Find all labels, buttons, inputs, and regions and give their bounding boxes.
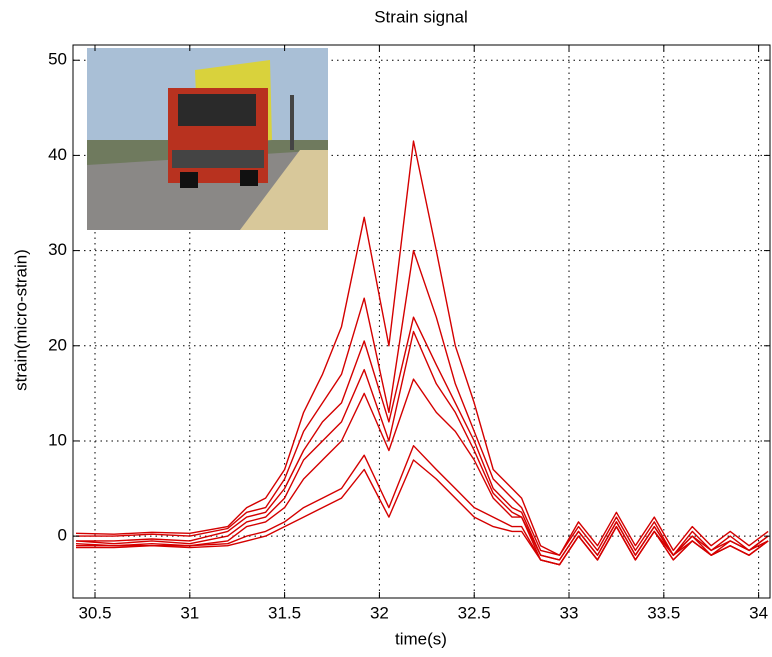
x-tick-label: 32 [370, 603, 389, 622]
photo-wheel [180, 172, 198, 188]
y-tick-label: 40 [48, 145, 67, 164]
y-tick-label: 0 [58, 526, 67, 545]
photo-pole [290, 95, 294, 150]
x-tick-label: 33.5 [647, 603, 680, 622]
x-tick-label: 32.5 [458, 603, 491, 622]
y-tick-label: 30 [48, 240, 67, 259]
chart: Strain signal time(s) strain(micro-strai… [0, 0, 772, 657]
x-tick-label: 31 [180, 603, 199, 622]
x-tick-label: 33 [560, 603, 579, 622]
y-tick-label: 20 [48, 335, 67, 354]
inset-photo [87, 48, 328, 230]
photo-wheel [240, 170, 258, 186]
y-tick-label: 50 [48, 50, 67, 69]
y-axis-label: strain(micro-strain) [11, 249, 30, 391]
x-tick-label: 31.5 [268, 603, 301, 622]
photo-truck-bumper [172, 150, 264, 168]
x-tick-label: 30.5 [78, 603, 111, 622]
x-axis-label: time(s) [395, 629, 447, 648]
y-tick-label: 10 [48, 430, 67, 449]
x-tick-label: 34 [749, 603, 768, 622]
photo-truck-window [178, 94, 256, 126]
chart-title: Strain signal [374, 7, 468, 26]
